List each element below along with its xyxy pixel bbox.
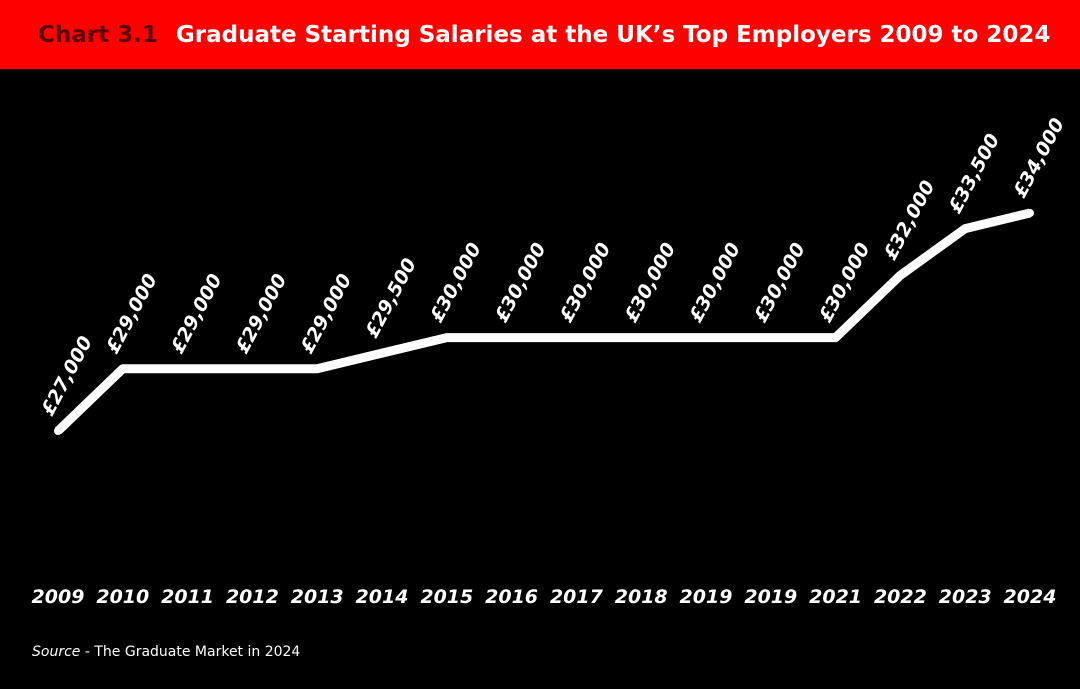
data-label: £30,000 xyxy=(555,239,615,326)
data-label: £33,500 xyxy=(944,130,1004,217)
x-tick-label: 2014 xyxy=(356,586,409,608)
x-tick-label: 2011 xyxy=(161,586,214,608)
data-point xyxy=(442,333,451,342)
data-point xyxy=(896,271,905,280)
data-point xyxy=(831,333,840,342)
data-point xyxy=(118,364,127,373)
x-tick-label: 2023 xyxy=(939,586,992,608)
x-tick-label: 2013 xyxy=(291,586,344,608)
x-tick-label: 2016 xyxy=(485,586,538,608)
header-text: Chart 3.1 Graduate Starting Salaries at t… xyxy=(38,19,1050,51)
x-tick-label: 2015 xyxy=(420,586,473,608)
data-label: £29,000 xyxy=(167,270,227,357)
x-tick-label: 2010 xyxy=(96,586,149,608)
series-line xyxy=(54,208,1032,435)
data-label: £30,000 xyxy=(685,239,745,326)
data-point xyxy=(183,364,192,373)
x-tick-label: 2019 xyxy=(744,586,797,608)
line-chart: £27,000£29,000 £29,000 £29,000 £29,000 £29,5… xyxy=(32,115,1069,608)
x-tick-label: 2009 xyxy=(32,586,85,608)
data-label: £29,500 xyxy=(361,255,421,342)
data-point xyxy=(766,333,775,342)
data-label: £30,000 xyxy=(426,239,486,326)
data-label: £29,000 xyxy=(231,270,291,357)
x-tick-label: 2012 xyxy=(226,586,279,608)
chart-header: Chart 3.1 Graduate Starting Salaries at t… xyxy=(0,0,1080,69)
x-tick-label: 2017 xyxy=(550,586,604,608)
data-point xyxy=(54,427,62,435)
data-point xyxy=(507,333,516,342)
data-point xyxy=(637,333,646,342)
chart-number: Chart 3.1 xyxy=(38,22,158,48)
data-point xyxy=(702,333,710,342)
data-label: £30,000 xyxy=(620,239,680,326)
data-point xyxy=(248,364,257,373)
data-label: £34,000 xyxy=(1009,115,1069,202)
source-note: Source - The Graduate Market in 2024 xyxy=(32,644,300,660)
source-label: Source xyxy=(32,644,81,660)
x-tick-label: 2022 xyxy=(874,586,927,608)
data-point xyxy=(572,333,581,342)
data-point xyxy=(378,349,386,358)
data-point xyxy=(961,224,970,233)
chart-title: Graduate Starting Salaries at the UK’s T… xyxy=(175,22,1051,48)
x-tick-label: 2021 xyxy=(809,586,862,608)
x-tick-label: 2019 xyxy=(680,586,733,608)
data-point xyxy=(1026,209,1034,217)
source-text: - The Graduate Market in 2024 xyxy=(80,644,301,660)
data-point xyxy=(313,364,322,373)
data-label: £29,000 xyxy=(296,270,356,357)
data-label: £29,000 xyxy=(102,270,162,357)
x-tick-label: 2024 xyxy=(1004,586,1057,608)
data-label: £30,000 xyxy=(491,239,551,326)
data-label: £30,000 xyxy=(750,239,810,326)
x-tick-label: 2018 xyxy=(615,586,668,608)
